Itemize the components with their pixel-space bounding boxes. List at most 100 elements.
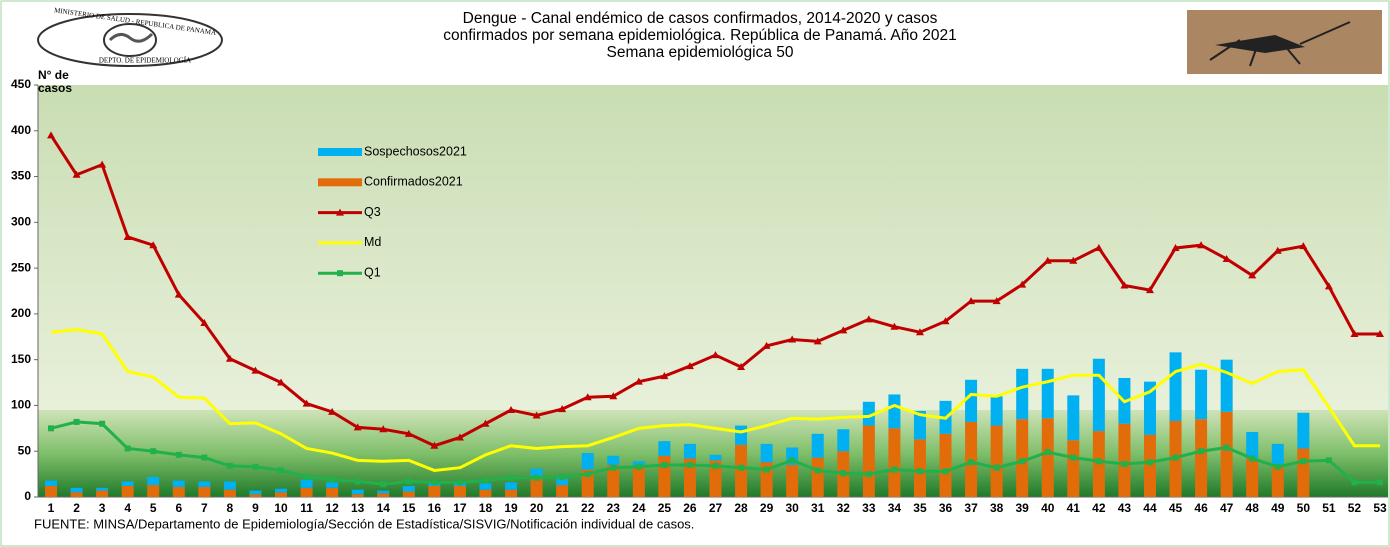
line-marker: [687, 462, 693, 468]
line-marker: [994, 465, 1000, 471]
x-tick-label: 44: [1143, 501, 1157, 515]
line-marker: [1019, 458, 1025, 464]
line-marker: [150, 448, 156, 454]
x-tick-label: 43: [1118, 501, 1132, 515]
x-tick-label: 13: [351, 501, 365, 515]
bar-segment: [888, 428, 900, 497]
line-marker: [457, 479, 463, 485]
bar-segment: [275, 492, 287, 497]
line-marker: [1198, 448, 1204, 454]
x-tick-label: 48: [1246, 501, 1260, 515]
bar-segment: [198, 487, 210, 497]
line-marker: [1045, 449, 1051, 455]
x-tick-label: 3: [99, 501, 106, 515]
line-marker: [968, 459, 974, 465]
bar-segment: [812, 458, 824, 497]
bar-segment: [633, 468, 645, 497]
bar-segment: [224, 481, 236, 489]
line-marker: [866, 471, 872, 477]
line-marker: [201, 455, 207, 461]
x-tick-label: 30: [785, 501, 799, 515]
line-marker: [482, 478, 488, 484]
bar-segment: [377, 491, 389, 494]
bar-segment: [991, 396, 1003, 425]
line-marker: [738, 465, 744, 471]
line-marker: [252, 464, 258, 470]
bar-segment: [147, 485, 159, 497]
bar-segment: [96, 488, 108, 491]
chart: MINISTERIO DE SALUD - REPUBLICA DE PANAM…: [0, 0, 1390, 547]
x-tick-label: 6: [175, 501, 182, 515]
bar-segment: [1016, 419, 1028, 497]
legend-label: Md: [364, 235, 381, 249]
bar-segment: [1246, 432, 1258, 459]
x-tick-label: 1: [48, 501, 55, 515]
bar-segment: [556, 485, 568, 497]
bar-segment: [710, 455, 722, 460]
bar-segment: [173, 487, 185, 497]
y-tick-label: 450: [11, 77, 31, 91]
line-marker: [1300, 458, 1306, 464]
x-tick-label: 29: [760, 501, 774, 515]
line-marker: [74, 419, 80, 425]
line-marker: [534, 475, 540, 481]
bar-segment: [735, 426, 747, 445]
line-marker: [355, 478, 361, 484]
x-tick-label: 20: [530, 501, 544, 515]
bar-segment: [888, 394, 900, 428]
bar-segment: [173, 481, 185, 487]
line-marker: [1121, 461, 1127, 467]
line-marker: [891, 467, 897, 473]
x-tick-label: 38: [990, 501, 1004, 515]
chart-title: confirmados por semana epidemiológica. R…: [443, 27, 957, 44]
x-tick-label: 40: [1041, 501, 1055, 515]
legend-label: Sospechosos2021: [364, 144, 467, 158]
y-tick-label: 200: [11, 306, 31, 320]
line-marker: [227, 463, 233, 469]
x-tick-label: 33: [862, 501, 876, 515]
line-marker: [1377, 479, 1383, 485]
bar-segment: [1016, 369, 1028, 419]
bar-segment: [301, 480, 313, 488]
x-tick-label: 41: [1067, 501, 1081, 515]
bar-segment: [71, 492, 83, 497]
x-tick-label: 52: [1348, 501, 1362, 515]
bar-segment: [863, 426, 875, 497]
x-tick-label: 36: [939, 501, 953, 515]
line-marker: [585, 471, 591, 477]
bar-segment: [1272, 444, 1284, 467]
bar-segment: [684, 444, 696, 459]
x-tick-label: 9: [252, 501, 259, 515]
bar-segment: [71, 488, 83, 493]
y-tick-label: 250: [11, 260, 31, 274]
line-marker: [636, 464, 642, 470]
bar-segment: [735, 445, 747, 497]
x-tick-label: 47: [1220, 501, 1234, 515]
bar-segment: [326, 482, 338, 487]
bar-segment: [1170, 352, 1182, 421]
x-tick-label: 42: [1092, 501, 1106, 515]
y-tick-label: 50: [18, 443, 32, 457]
line-marker: [840, 470, 846, 476]
legend-marker: [337, 270, 343, 276]
x-tick-label: 25: [658, 501, 672, 515]
bar-segment: [326, 488, 338, 497]
x-tick-label: 17: [453, 501, 467, 515]
bar-segment: [1118, 424, 1130, 497]
line-marker: [1275, 464, 1281, 470]
y-tick-label: 100: [11, 398, 31, 412]
y-axis-label: casos: [38, 81, 72, 95]
bar-segment: [1195, 419, 1207, 497]
legend-swatch: [318, 178, 362, 186]
bar-segment: [1144, 435, 1156, 497]
x-tick-label: 8: [227, 501, 234, 515]
legend-label: Q3: [364, 205, 381, 219]
bar-segment: [403, 486, 415, 491]
line-marker: [380, 481, 386, 487]
line-marker: [431, 479, 437, 485]
y-tick-label: 0: [24, 489, 31, 503]
bar-segment: [1067, 395, 1079, 440]
x-tick-label: 27: [709, 501, 723, 515]
bar-segment: [45, 481, 57, 486]
bar-segment: [275, 489, 287, 493]
